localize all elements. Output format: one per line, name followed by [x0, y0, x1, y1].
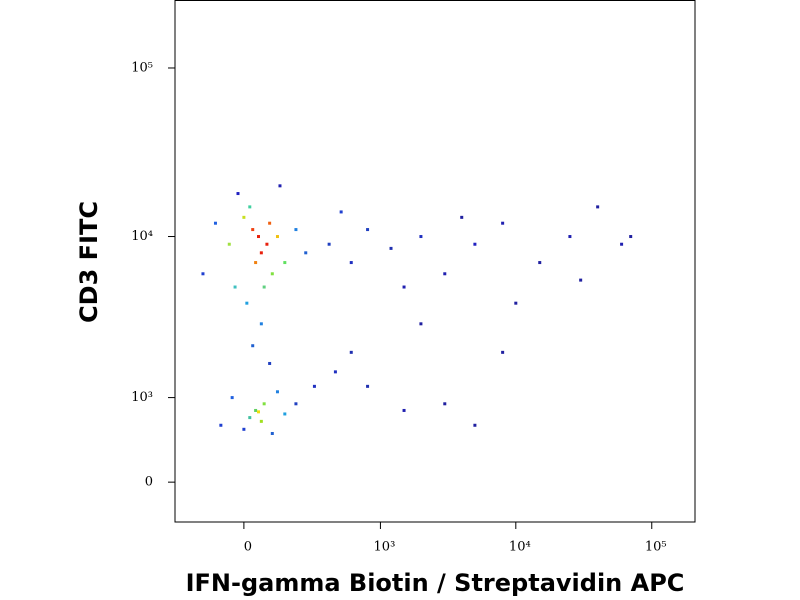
point — [262, 402, 266, 406]
point — [620, 242, 624, 246]
point — [251, 228, 255, 232]
x-axis-title: IFN-gamma Biotin / Streptavidin APC — [186, 569, 685, 597]
point — [294, 402, 298, 406]
point — [254, 408, 258, 412]
point — [389, 246, 393, 250]
point — [268, 361, 272, 365]
point — [629, 235, 633, 239]
point — [270, 431, 274, 435]
point — [501, 350, 505, 354]
point — [419, 322, 423, 326]
point — [259, 419, 263, 423]
y-tick-label: 10⁴ — [131, 229, 153, 244]
point — [242, 427, 246, 431]
point — [275, 390, 279, 394]
point — [473, 423, 477, 427]
point — [270, 272, 274, 276]
point — [259, 251, 263, 255]
x-tick-label: 10³ — [374, 540, 396, 555]
point — [275, 235, 279, 239]
point — [501, 221, 505, 225]
point — [256, 410, 260, 414]
x-tick-label: 10⁵ — [645, 540, 667, 555]
point — [419, 235, 423, 239]
point — [568, 235, 572, 239]
y-tick-label: 0 — [145, 475, 153, 490]
point — [460, 215, 464, 219]
point — [514, 301, 518, 305]
point — [402, 285, 406, 289]
point — [248, 205, 252, 209]
point — [283, 412, 287, 416]
point — [251, 344, 255, 348]
point — [256, 235, 260, 239]
point — [443, 272, 447, 276]
point — [366, 384, 370, 388]
point — [333, 370, 337, 374]
point — [402, 408, 406, 412]
point — [245, 301, 249, 305]
point — [262, 285, 266, 289]
plot-frame — [174, 0, 696, 523]
point — [283, 261, 287, 265]
point — [294, 228, 298, 232]
y-tick-label: 10⁵ — [131, 60, 153, 75]
point — [259, 322, 263, 326]
y-axis-title: CD3 FITC — [75, 201, 103, 323]
point — [366, 228, 370, 232]
point — [213, 221, 217, 225]
point — [265, 242, 269, 246]
point — [312, 384, 316, 388]
point — [268, 221, 272, 225]
point — [579, 278, 583, 282]
point — [219, 423, 223, 427]
point — [230, 396, 234, 400]
y-tick-label: 10³ — [131, 390, 153, 405]
point — [596, 205, 600, 209]
point — [304, 251, 308, 255]
point — [236, 192, 240, 196]
point — [443, 402, 447, 406]
point — [242, 215, 246, 219]
point — [248, 416, 252, 420]
x-tick-label: 10⁴ — [509, 540, 531, 555]
point — [254, 261, 258, 265]
x-tick-label: 0 — [244, 540, 252, 555]
point — [201, 272, 205, 276]
point — [349, 261, 353, 265]
point — [327, 242, 331, 246]
point — [349, 350, 353, 354]
point — [339, 210, 343, 214]
point — [233, 285, 237, 289]
point — [278, 184, 282, 188]
point — [473, 242, 477, 246]
point — [227, 242, 231, 246]
point — [538, 261, 542, 265]
